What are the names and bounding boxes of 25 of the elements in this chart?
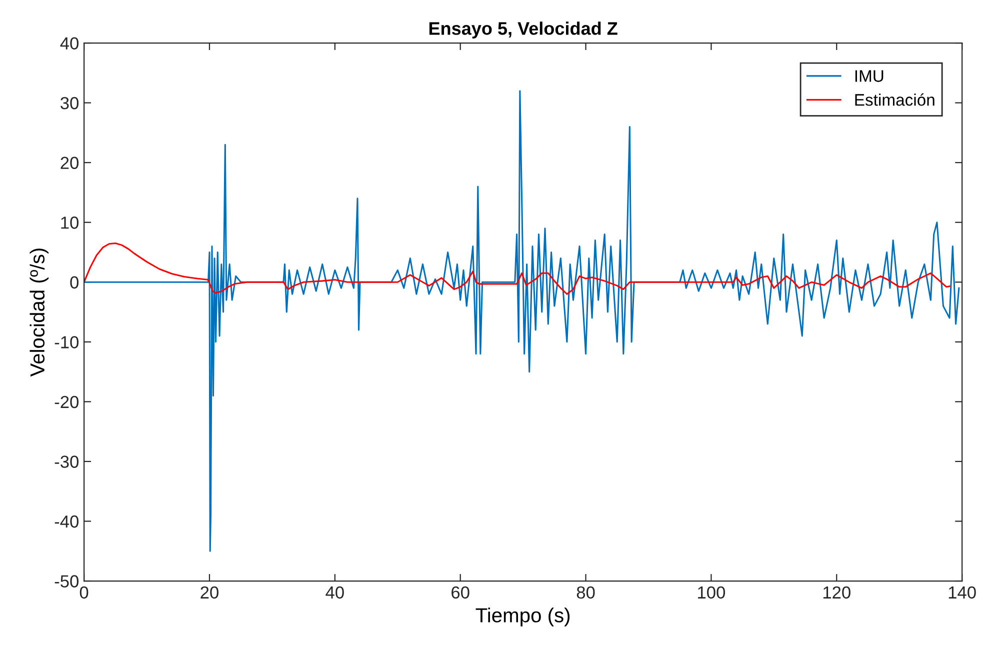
y-tick-label: -20	[54, 396, 79, 408]
x-tick-label: 60	[452, 586, 470, 599]
x-tick-label: 80	[576, 586, 595, 599]
y-tick-label: 40	[60, 37, 79, 50]
y-tick-label: 30	[60, 96, 79, 110]
line-series	[84, 90, 960, 552]
y-tick-label: -40	[54, 515, 79, 528]
line-series	[84, 242, 950, 295]
y-tick-label: -10	[54, 336, 79, 348]
legend-label: Estimación	[855, 93, 934, 106]
y-tick-label: -30	[54, 456, 79, 468]
y-tick-label: 20	[60, 156, 79, 170]
x-tick-label: 140	[948, 586, 976, 599]
x-tick-label: 0	[80, 586, 88, 599]
x-tick-label: 100	[698, 586, 726, 599]
legend-label: IMU	[855, 70, 884, 82]
y-tick-label: -50	[54, 575, 79, 588]
x-axis-title: Tiempo (s)	[476, 608, 570, 626]
x-tick-label: 120	[823, 586, 850, 599]
chart-title: Ensayo 5, Velocidad Z	[429, 22, 618, 38]
y-tick-label: 10	[61, 216, 79, 229]
x-tick-label: 40	[326, 586, 344, 599]
y-axis-title: Velocidad (º/s)	[30, 248, 49, 377]
x-tick-label: 20	[200, 586, 218, 599]
y-tick-label: 0	[70, 276, 79, 289]
